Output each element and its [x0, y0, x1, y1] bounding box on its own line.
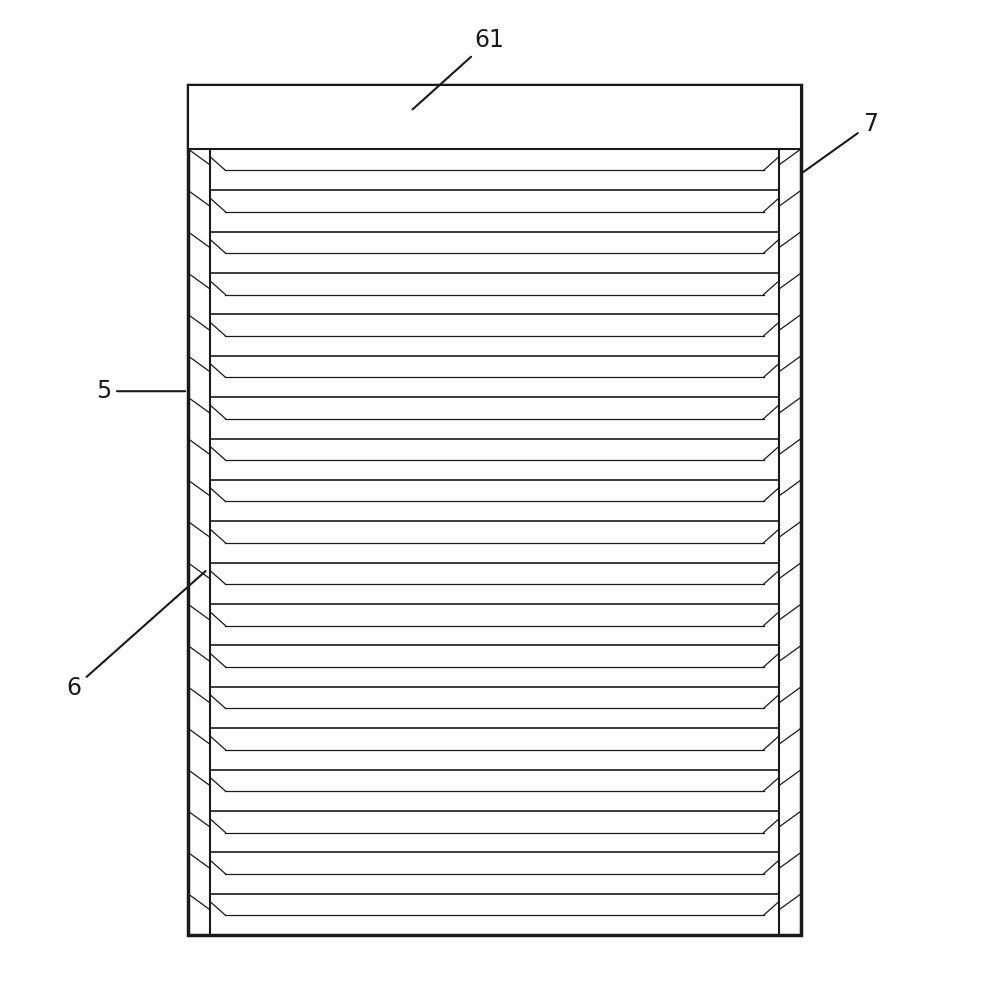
- Bar: [188, 85, 801, 935]
- Bar: [188, 85, 801, 149]
- Text: 5: 5: [96, 379, 185, 403]
- Text: 6: 6: [66, 571, 206, 700]
- Text: 61: 61: [412, 28, 504, 109]
- Text: 7: 7: [803, 112, 878, 172]
